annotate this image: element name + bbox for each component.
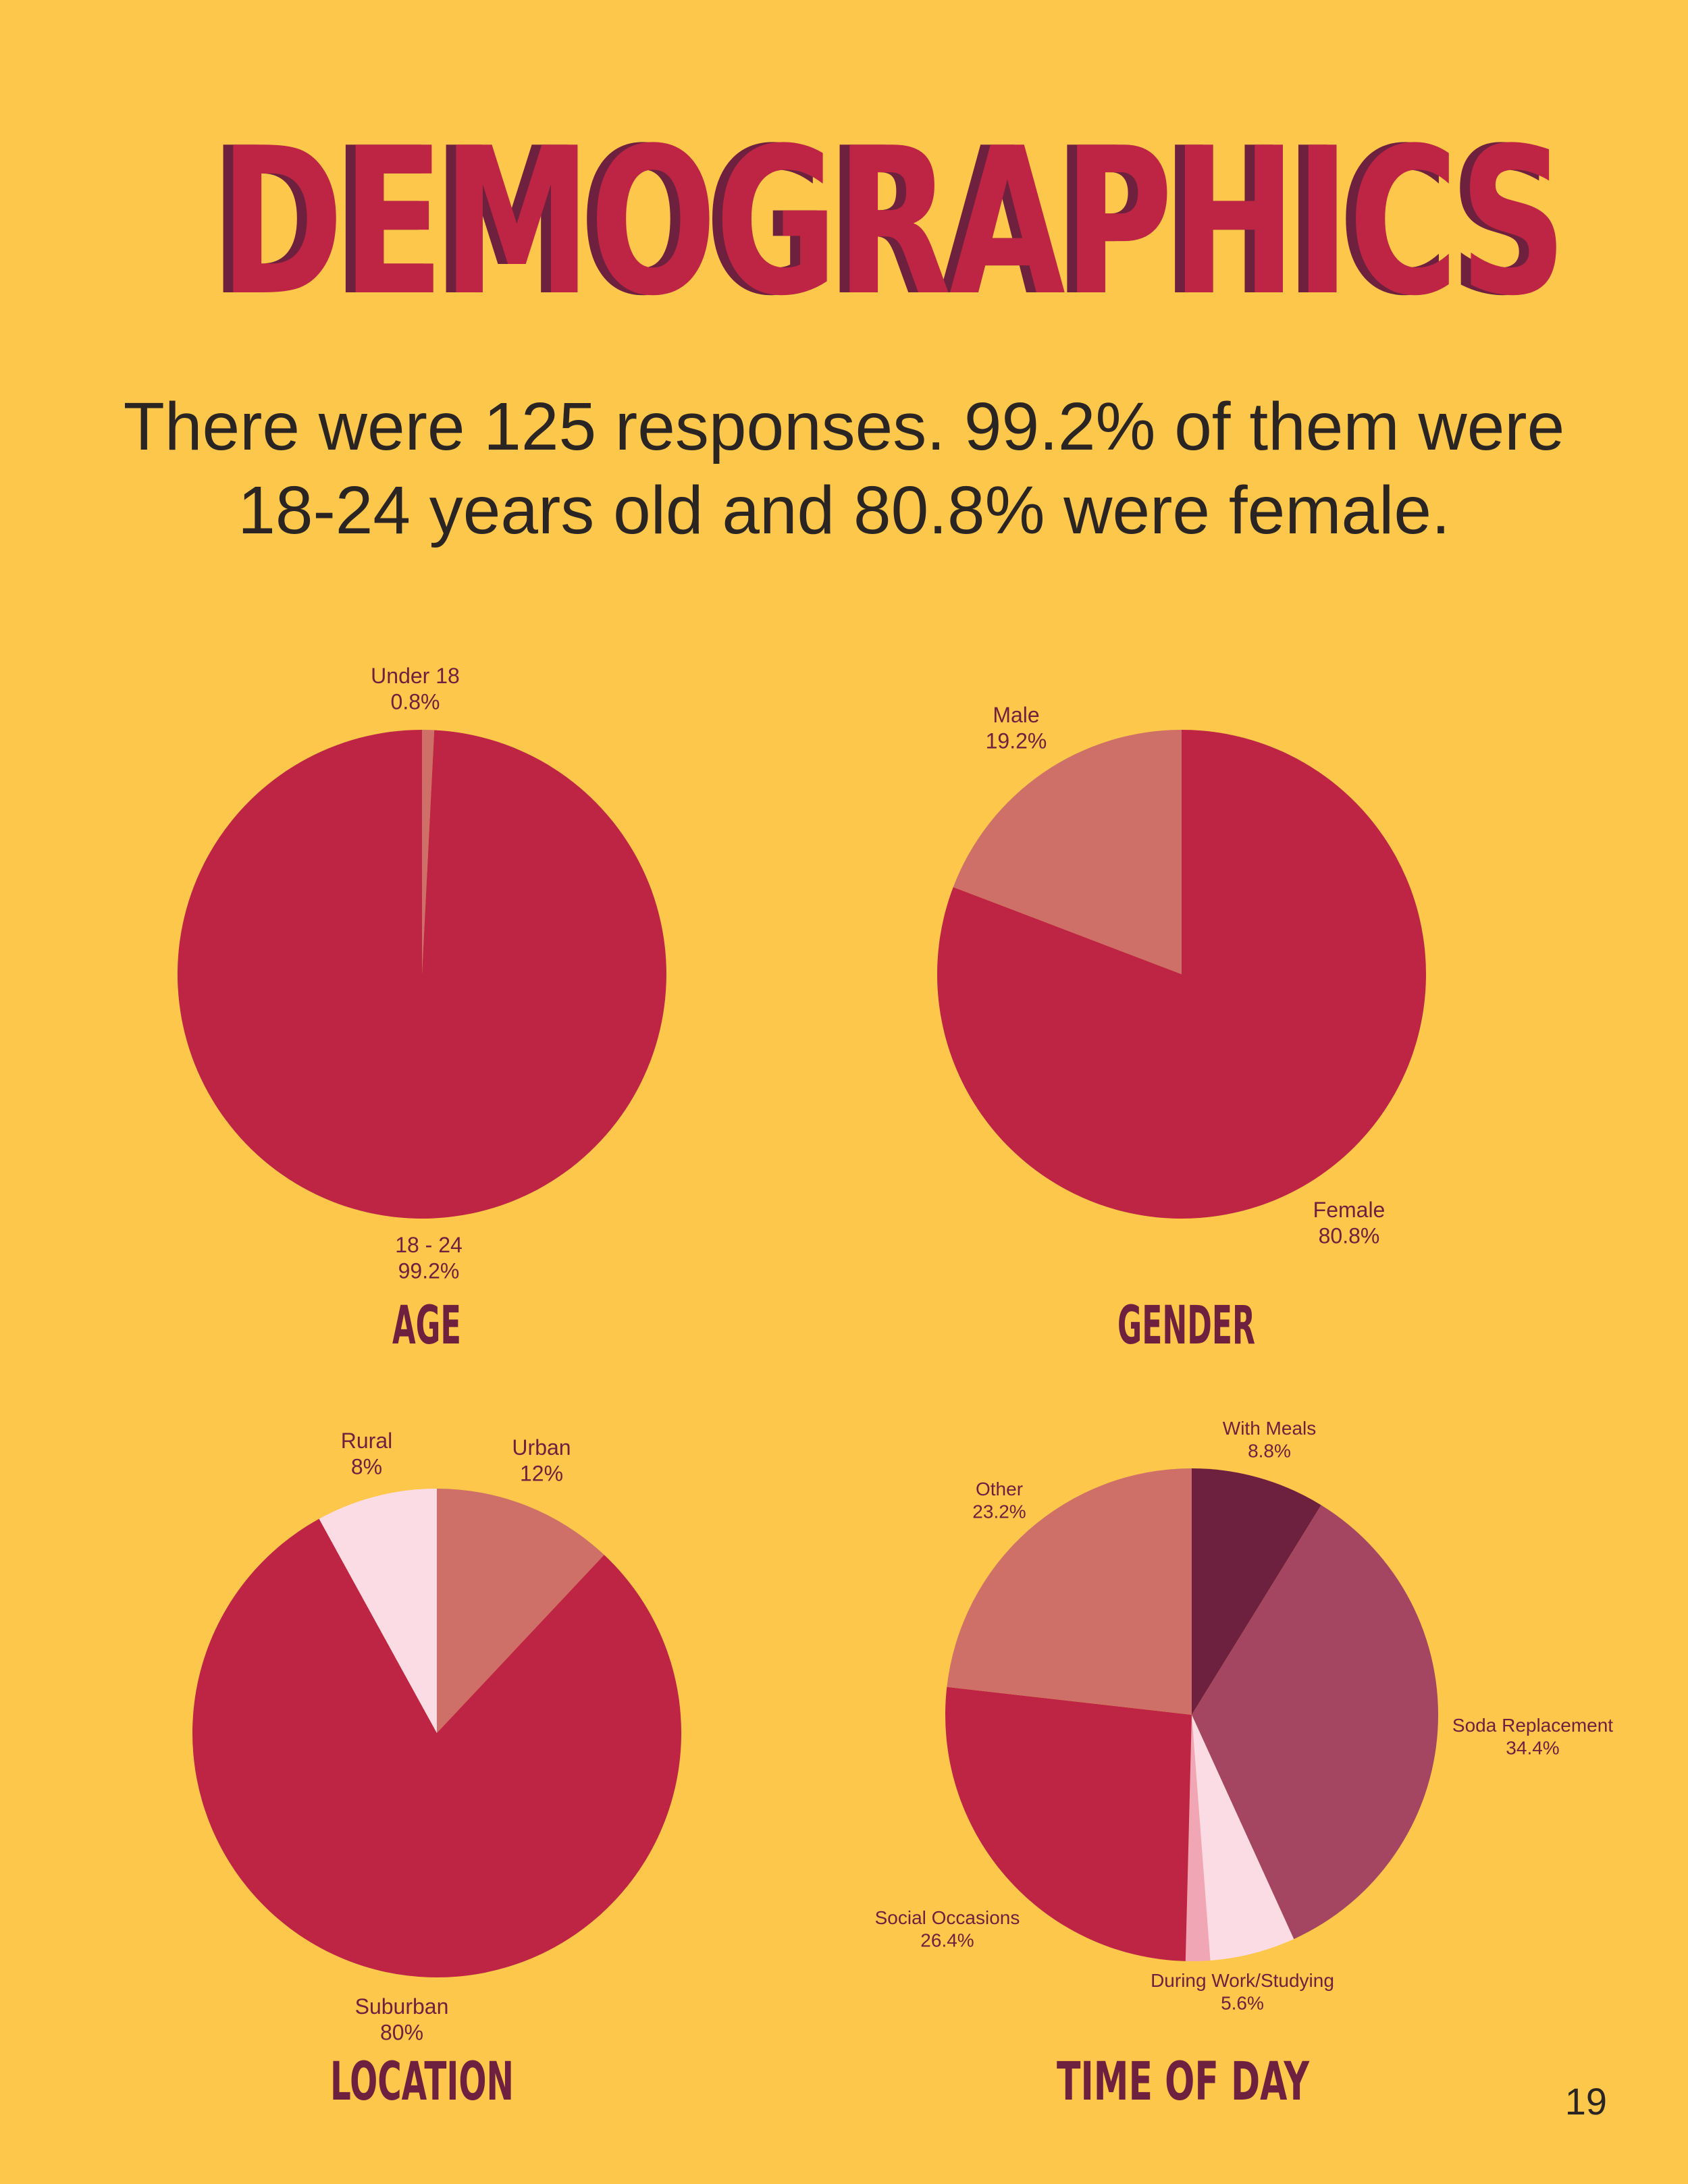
chart-title-gender: GENDER [1117, 1296, 1255, 1356]
slice-name-label: 18 - 24 [395, 1233, 463, 1257]
chart-title-time-of-day: TIME OF DAY [1057, 2052, 1310, 2112]
slice-percent-label: 8% [351, 1454, 382, 1479]
slice-name-label: Soda Replacement [1452, 1715, 1613, 1736]
slice-name-label: Urban [512, 1435, 571, 1460]
slice-percent-label: 23.2% [972, 1501, 1026, 1522]
page-subtitle: There were 125 responses. 99.2% of them … [123, 389, 1565, 548]
pie-slice-suburban [192, 1518, 682, 1978]
slice-name-label: Male [993, 703, 1039, 727]
pie-slice-during-work-studying [1192, 1715, 1294, 1961]
page-title: DEMOGRAPHICS [219, 105, 1567, 340]
pie-slice-social-occasions [945, 1686, 1192, 1961]
pie-slice-male [953, 730, 1182, 974]
pie-slice-18-24 [177, 729, 666, 1219]
slice-name-label: During Work/Studying [1151, 1970, 1334, 1991]
page-number: 19 [1564, 2080, 1607, 2123]
pie-slice-with-meals [1192, 1468, 1321, 1715]
pie-slice-urban [437, 1489, 604, 1733]
chart-title-age: AGE [392, 1296, 461, 1356]
slice-percent-label: 26.4% [920, 1930, 974, 1951]
slice-name-label: Social Occasions [875, 1907, 1020, 1928]
slice-percent-label: 34.4% [1506, 1738, 1559, 1759]
pie-slice-rural [319, 1489, 437, 1733]
slice-name-label: Other [976, 1479, 1023, 1499]
slice-percent-label: 19.2% [986, 728, 1047, 753]
slice-name-label: Suburban [355, 1994, 449, 2019]
pie-slice-female [937, 730, 1426, 1219]
slice-name-label: Under 18 [371, 664, 460, 688]
slice-percent-label: 12% [520, 1461, 563, 1485]
slice-percent-label: 99.2% [398, 1258, 460, 1283]
chart-title-location: LOCATION [330, 2052, 514, 2112]
slice-name-label: With Meals [1223, 1418, 1316, 1439]
slice-name-label: Rural [341, 1429, 392, 1453]
pie-slice-under-18 [422, 730, 435, 974]
slice-percent-label: 5.6% [1221, 1993, 1264, 2014]
pie-slice-soda-replacement [1192, 1505, 1439, 1940]
pie-slice-other [947, 1468, 1192, 1715]
pie-slice-segment-3 [1185, 1715, 1211, 1961]
slice-percent-label: 80.8% [1319, 1223, 1380, 1248]
slice-name-label: Female [1313, 1198, 1386, 1222]
slice-percent-label: 80% [380, 2020, 423, 2044]
slice-percent-label: 8.8% [1248, 1441, 1291, 1462]
slice-percent-label: 0.8% [391, 689, 440, 714]
